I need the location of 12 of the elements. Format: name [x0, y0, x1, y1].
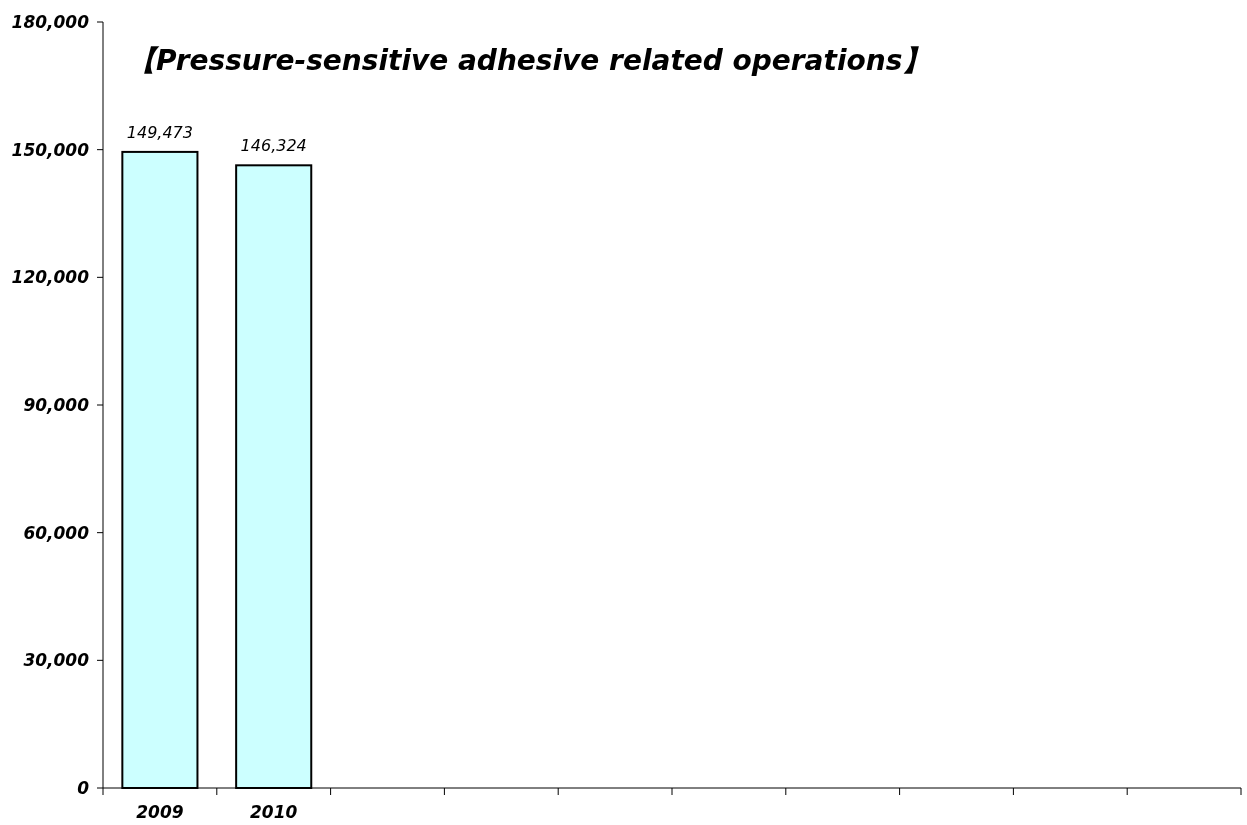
y-tick-label: 0: [77, 778, 90, 798]
x-tick-label: 2009: [136, 802, 184, 822]
y-tick-label: 30,000: [23, 650, 90, 671]
x-tick-label: 2010: [250, 802, 298, 822]
data-label: 146,324: [240, 136, 307, 156]
y-tick-label: 150,000: [11, 139, 90, 160]
data-label: 149,473: [126, 122, 193, 142]
y-tick-label: 60,000: [23, 522, 90, 543]
y-tick-label: 90,000: [23, 395, 90, 415]
text: 【Pressure-sensitive adhesive related operations】: [128, 44, 931, 77]
y-tick-label: 120,000: [11, 267, 90, 288]
y-tick-label: 180,000: [11, 12, 90, 32]
